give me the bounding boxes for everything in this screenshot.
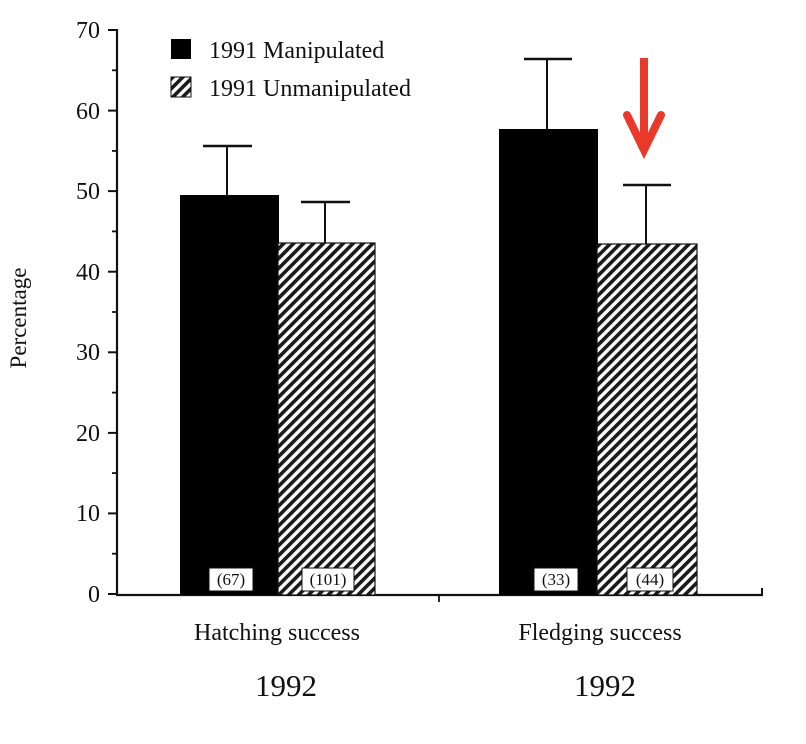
y-axis bbox=[108, 29, 119, 595]
y-tick-50: 50 bbox=[76, 179, 100, 205]
y-tick-20: 20 bbox=[76, 421, 100, 447]
bar-group-fledging: (33) (44) bbox=[499, 57, 698, 596]
n-label-hatching-unmanipulated: (101) bbox=[310, 570, 347, 589]
y-axis-title: Percentage bbox=[6, 268, 31, 369]
legend-label-unmanipulated: 1991 Unmanipulated bbox=[209, 76, 411, 102]
y-tick-40: 40 bbox=[76, 260, 100, 286]
y-tick-labels: 70 60 50 40 30 20 10 0 bbox=[76, 18, 100, 608]
category-label-fledging: Fledging success bbox=[518, 620, 681, 646]
n-label-fledging-unmanipulated: (44) bbox=[636, 570, 664, 589]
legend-swatch-unmanipulated bbox=[170, 76, 192, 98]
y-tick-0: 0 bbox=[88, 582, 100, 608]
legend-label-manipulated: 1991 Manipulated bbox=[209, 38, 384, 64]
legend: 1991 Manipulated 1991 Unmanipulated bbox=[170, 38, 411, 102]
bar-hatching-manipulated bbox=[180, 195, 279, 595]
y-tick-30: 30 bbox=[76, 340, 100, 366]
y-tick-70: 70 bbox=[76, 18, 100, 44]
red-down-arrow-icon bbox=[623, 58, 665, 160]
bar-group-hatching: (67) (101) bbox=[180, 144, 376, 596]
bar-hatching-unmanipulated bbox=[277, 242, 376, 596]
y-tick-10: 10 bbox=[76, 501, 100, 527]
bar-fledging-manipulated bbox=[499, 129, 598, 595]
bar-fledging-unmanipulated bbox=[596, 243, 698, 596]
legend-swatch-manipulated bbox=[171, 39, 191, 59]
n-label-hatching-manipulated: (67) bbox=[217, 570, 245, 589]
year-label-fledging: 1992 bbox=[574, 668, 636, 703]
n-label-fledging-manipulated: (33) bbox=[542, 570, 570, 589]
y-tick-60: 60 bbox=[76, 99, 100, 125]
year-label-hatching: 1992 bbox=[255, 668, 317, 703]
category-label-hatching: Hatching success bbox=[194, 620, 360, 646]
